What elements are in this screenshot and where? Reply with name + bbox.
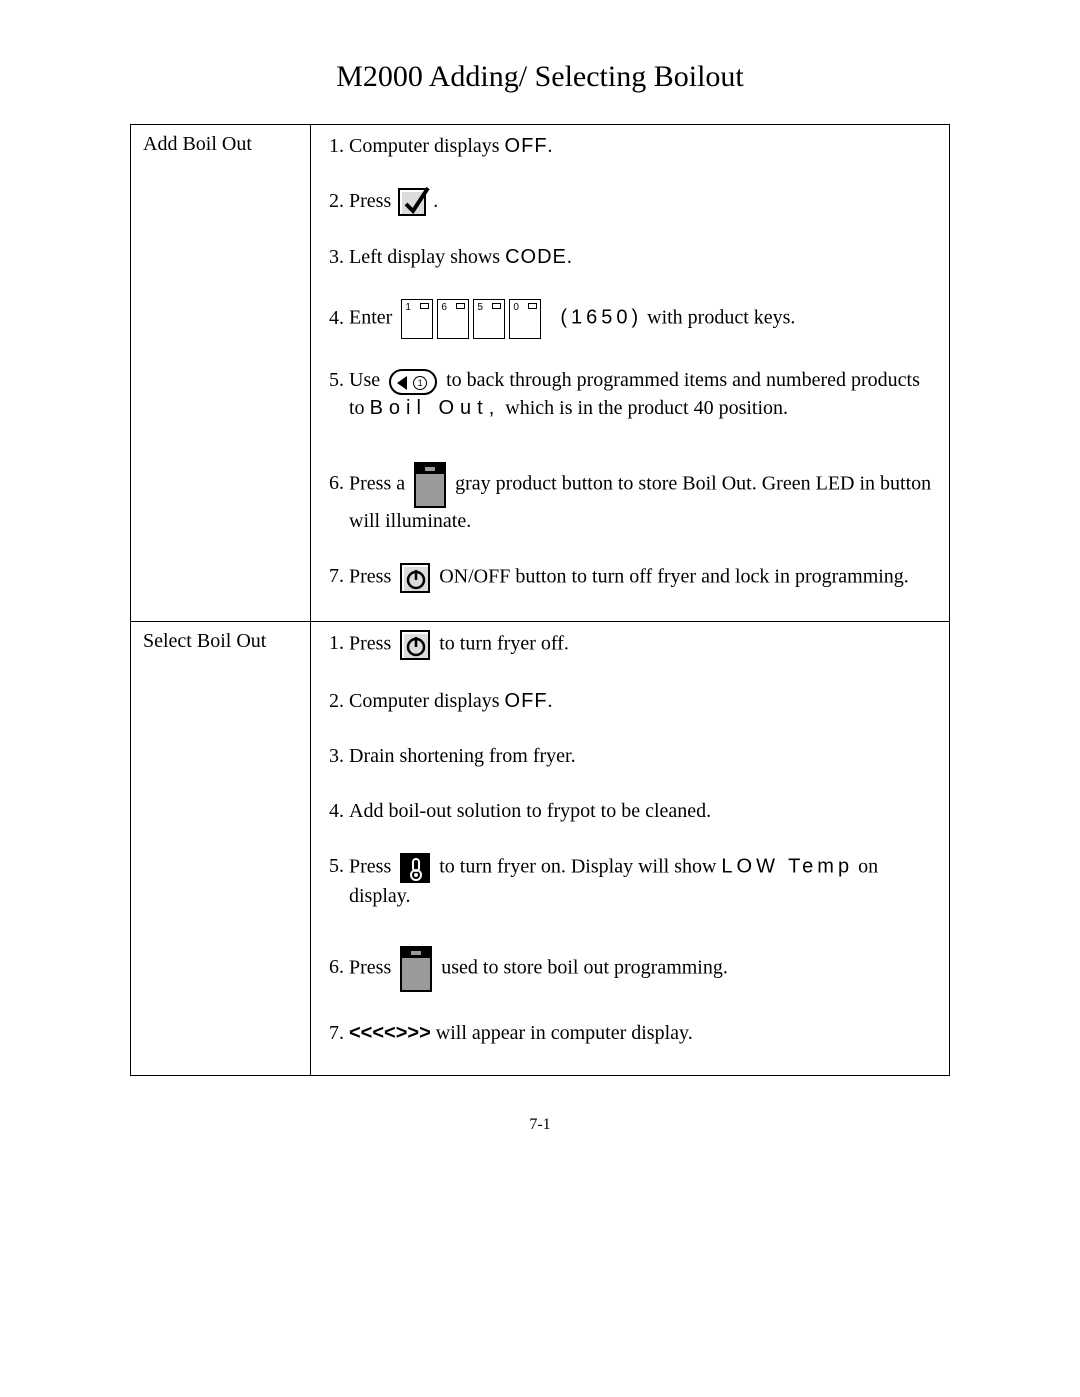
step-3: Left display shows CODE.: [349, 244, 937, 271]
step-2: Press .: [349, 188, 937, 216]
section-row-select: Select Boil Out Press to turn fryer off.…: [131, 621, 950, 1075]
page-title: M2000 Adding/ Selecting Boilout: [130, 60, 950, 94]
step-5: Press to turn fryer on. Display will sho…: [349, 853, 937, 910]
keypad-icon: 1 6 5 0: [401, 299, 541, 339]
temp-icon: [400, 853, 430, 883]
step-7: Press ON/OFF button to turn off fryer an…: [349, 563, 937, 593]
product-button-icon: [414, 462, 446, 508]
step-3: Drain shortening from fryer.: [349, 743, 937, 770]
step-5: Use 1 to back through programmed items a…: [349, 367, 937, 421]
back-nav-icon: 1: [389, 369, 437, 395]
section-steps: Computer displays OFF. Press . Left disp…: [311, 125, 950, 622]
step-1: Press to turn fryer off.: [349, 630, 937, 660]
page-number: 7-1: [130, 1116, 950, 1134]
step-1: Computer displays OFF.: [349, 133, 937, 160]
power-icon: [400, 563, 430, 593]
step-6: Press used to store boil out programming…: [349, 946, 937, 992]
section-heading: Add Boil Out: [131, 125, 311, 622]
instruction-table: Add Boil Out Computer displays OFF. Pres…: [130, 124, 950, 1076]
step-4: Enter 1 6 5 0 (1650) with product keys.: [349, 299, 937, 339]
section-heading: Select Boil Out: [131, 621, 311, 1075]
step-2: Computer displays OFF.: [349, 688, 937, 715]
check-icon: [398, 188, 426, 216]
section-row-add: Add Boil Out Computer displays OFF. Pres…: [131, 125, 950, 622]
product-button-icon: [400, 946, 432, 992]
power-icon: [400, 630, 430, 660]
step-6: Press a gray product button to store Boi…: [349, 462, 937, 535]
section-steps: Press to turn fryer off. Computer displa…: [311, 621, 950, 1075]
step-4: Add boil-out solution to frypot to be cl…: [349, 798, 937, 825]
step-7: <<<<>>> will appear in computer display.: [349, 1020, 937, 1047]
document-page: M2000 Adding/ Selecting Boilout Add Boil…: [0, 0, 1080, 1174]
